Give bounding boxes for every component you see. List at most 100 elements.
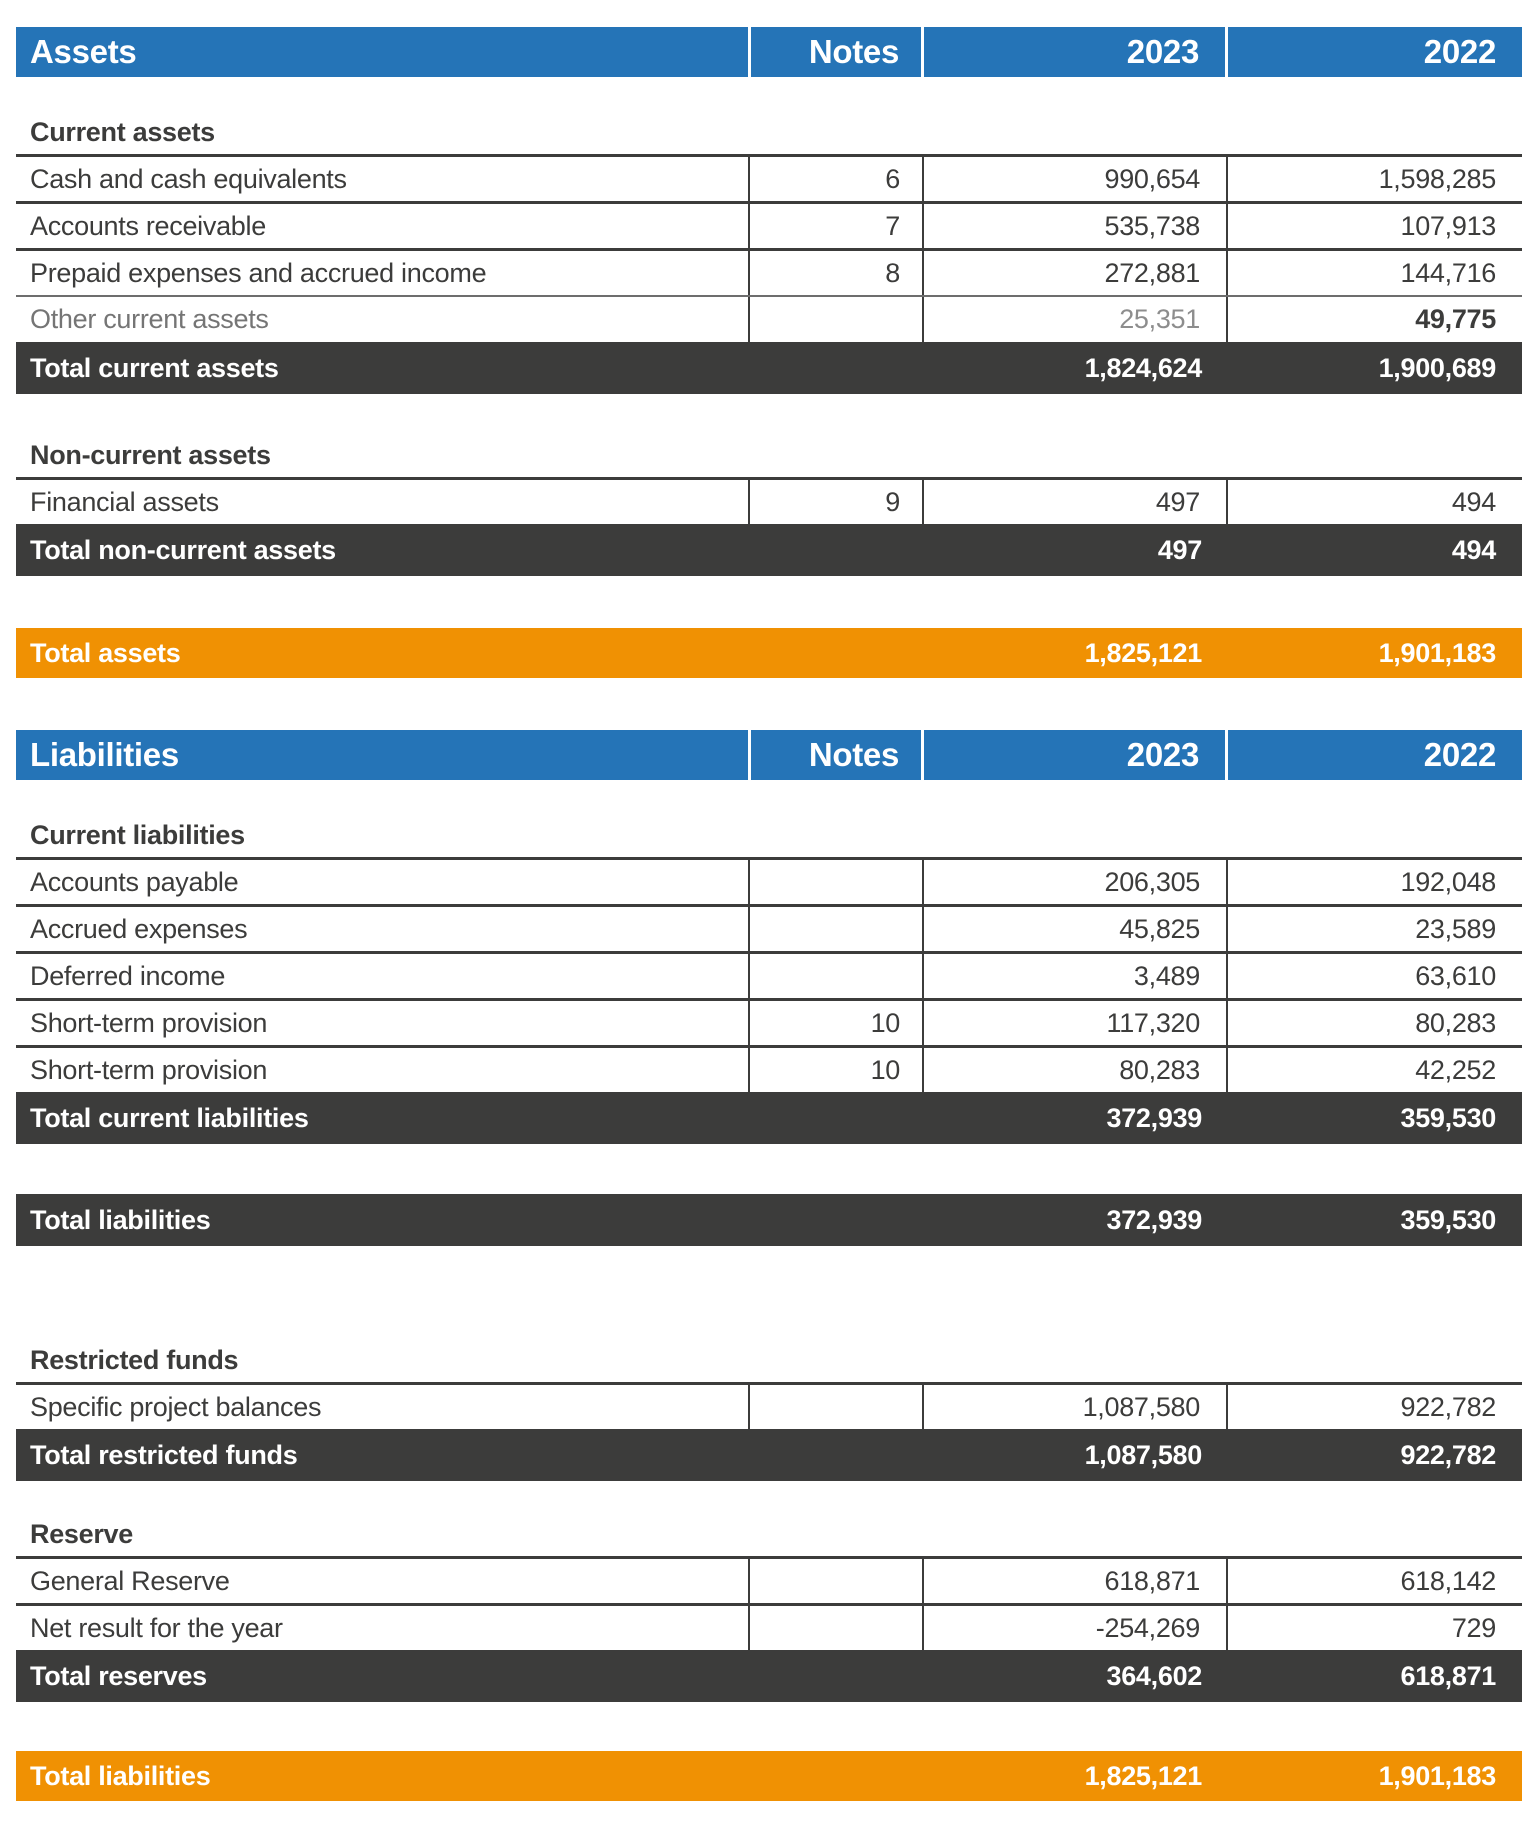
row-label: Specific project balances [30, 1391, 322, 1422]
row-label: Deferred income [30, 960, 226, 991]
row-label: Prepaid expenses and accrued income [30, 257, 487, 288]
row-note: 8 [748, 251, 924, 295]
current-assets-heading: Current assets [30, 116, 215, 147]
total-value-2022: 1,901,183 [1378, 1760, 1497, 1791]
total-current-assets-row: Total current assets 1,824,624 1,900,689 [16, 342, 1522, 394]
table-row: Other current assets 25,351 49,775 [16, 295, 1522, 342]
row-value-2022: 192,048 [1400, 866, 1497, 897]
row-label: Cash and cash equivalents [30, 163, 347, 194]
current-liabilities-table: Accounts payable 206,305 192,048 Accrued… [16, 857, 1522, 1144]
table-row: Accrued expenses 45,825 23,589 [16, 904, 1522, 951]
notes-column-header: Notes [748, 730, 924, 780]
total-value-2023: 1,825,121 [1084, 1760, 1203, 1791]
row-note [748, 1559, 924, 1603]
current-liabilities-heading: Current liabilities [30, 819, 245, 850]
total-value-2023: 497 [1157, 534, 1202, 565]
year-2023-column-header: 2023 [924, 27, 1228, 77]
row-value-2023: 272,881 [924, 251, 1228, 295]
row-label: Accounts receivable [30, 210, 266, 241]
row-label: Accounts payable [30, 866, 239, 897]
row-label: Short-term provision [30, 1054, 268, 1085]
row-value-2022: 23,589 [1415, 913, 1496, 944]
current-assets-table: Cash and cash equivalents 6 990,654 1,59… [16, 154, 1522, 394]
row-value-2023: 117,320 [924, 1001, 1228, 1045]
row-value-2023: 80,283 [924, 1048, 1228, 1092]
assets-header-bar: Assets Notes 2023 2022 [16, 27, 1522, 77]
liabilities-header-bar: Liabilities Notes 2023 2022 [16, 730, 1522, 780]
row-label: General Reserve [30, 1565, 230, 1596]
row-note [748, 907, 924, 951]
row-label: Financial assets [30, 486, 219, 517]
total-value-2022: 1,901,183 [1378, 637, 1497, 668]
notes-column-header: Notes [748, 27, 924, 77]
row-note [748, 1385, 924, 1429]
table-row: Deferred income 3,489 63,610 [16, 951, 1522, 998]
total-value-2023: 364,602 [1106, 1660, 1203, 1691]
table-row: Specific project balances 1,087,580 922,… [16, 1382, 1522, 1429]
row-note [748, 954, 924, 998]
table-row: General Reserve 618,871 618,142 [16, 1556, 1522, 1603]
year-2022-column-header: 2022 [1423, 736, 1497, 773]
total-value-2023: 1,825,121 [1084, 637, 1203, 668]
total-value-2022: 618,871 [1400, 1660, 1497, 1691]
noncurrent-assets-heading: Non-current assets [30, 439, 271, 470]
total-reserves-row: Total reserves 364,602 618,871 [16, 1650, 1522, 1702]
row-value-2022: 494 [1451, 486, 1496, 517]
total-value-2022: 359,530 [1400, 1102, 1497, 1133]
row-value-2023: 1,087,580 [924, 1385, 1228, 1429]
table-row: Short-term provision 10 80,283 42,252 [16, 1045, 1522, 1092]
total-label: Total current liabilities [30, 1102, 309, 1133]
row-note: 6 [748, 157, 924, 201]
table-row: Prepaid expenses and accrued income 8 27… [16, 248, 1522, 295]
row-note: 9 [748, 480, 924, 524]
row-value-2022: 49,775 [1415, 304, 1496, 334]
total-label: Total liabilities [30, 1204, 211, 1235]
row-label: Net result for the year [30, 1612, 283, 1643]
total-current-liabilities-row: Total current liabilities 372,939 359,53… [16, 1092, 1522, 1144]
table-row: Net result for the year -254,269 729 [16, 1603, 1522, 1650]
table-row: Financial assets 9 497 494 [16, 477, 1522, 524]
total-value-2023: 372,939 [1106, 1102, 1203, 1133]
total-label: Total current assets [30, 352, 279, 383]
year-2022-column-header: 2022 [1423, 33, 1497, 70]
total-value-2023: 1,087,580 [1084, 1439, 1203, 1470]
restricted-funds-heading: Restricted funds [30, 1344, 239, 1375]
row-value-2022: 63,610 [1415, 960, 1496, 991]
total-value-2023: 372,939 [1106, 1204, 1203, 1235]
row-label: Other current assets [30, 304, 269, 334]
total-value-2022: 494 [1451, 534, 1496, 565]
row-value-2023: 3,489 [924, 954, 1228, 998]
row-value-2023: 497 [924, 480, 1228, 524]
reserve-heading: Reserve [30, 1518, 133, 1549]
row-value-2023: 535,738 [924, 204, 1228, 248]
row-value-2022: 107,913 [1400, 210, 1497, 241]
row-value-2022: 80,283 [1415, 1007, 1496, 1038]
row-value-2023: 618,871 [924, 1559, 1228, 1603]
table-row: Cash and cash equivalents 6 990,654 1,59… [16, 154, 1522, 201]
total-value-2023: 1,824,624 [1084, 352, 1203, 383]
total-value-2022: 1,900,689 [1378, 352, 1497, 383]
row-note: 10 [748, 1048, 924, 1092]
row-note: 10 [748, 1001, 924, 1045]
total-label: Total reserves [30, 1660, 207, 1691]
row-value-2022: 144,716 [1400, 257, 1497, 288]
row-value-2022: 729 [1451, 1612, 1496, 1643]
row-value-2022: 1,598,285 [1378, 163, 1497, 194]
balance-sheet: Assets Notes 2023 2022 Current assets Ca… [16, 27, 1522, 1801]
total-restricted-funds-row: Total restricted funds 1,087,580 922,782 [16, 1429, 1522, 1481]
restricted-funds-table: Specific project balances 1,087,580 922,… [16, 1382, 1522, 1481]
row-note [748, 297, 924, 342]
total-liabilities-row: Total liabilities 372,939 359,530 [16, 1194, 1522, 1246]
row-value-2023: 206,305 [924, 860, 1228, 904]
year-2023-column-header: 2023 [924, 730, 1228, 780]
row-value-2023: 25,351 [924, 297, 1228, 342]
total-value-2022: 359,530 [1400, 1204, 1497, 1235]
row-value-2022: 922,782 [1400, 1391, 1497, 1422]
total-assets-row: Total assets 1,825,121 1,901,183 [16, 628, 1522, 678]
row-note [748, 1606, 924, 1650]
row-note [748, 860, 924, 904]
total-label: Total non-current assets [30, 534, 336, 565]
row-label: Accrued expenses [30, 913, 248, 944]
total-label: Total assets [30, 637, 181, 668]
liabilities-title: Liabilities [30, 736, 179, 773]
